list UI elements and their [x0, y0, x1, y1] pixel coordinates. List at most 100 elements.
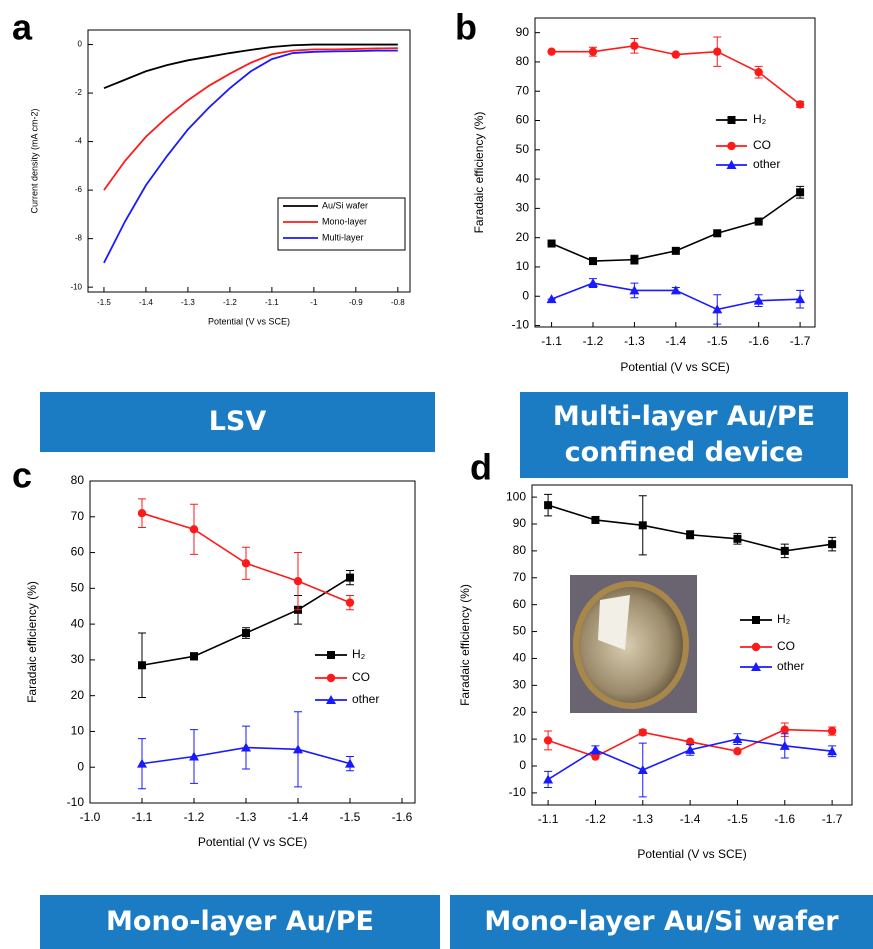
- marker: [732, 734, 743, 744]
- legend-label: H₂: [777, 612, 791, 626]
- y-tick-label: 60: [71, 545, 85, 559]
- y-tick-label: 30: [516, 201, 530, 215]
- legend-marker: [751, 642, 761, 652]
- x-tick-label: -1.6: [748, 334, 769, 348]
- inset-photo: [570, 575, 697, 713]
- y-tick-label: 10: [513, 731, 527, 745]
- marker: [671, 246, 680, 255]
- legend-marker: [327, 651, 335, 659]
- x-tick-label: -1.5: [97, 298, 111, 307]
- x-tick-label: -1.6: [392, 810, 413, 824]
- legend-label: CO: [777, 639, 795, 653]
- x-tick-label: -1.1: [132, 810, 153, 824]
- x-axis-title: Potential (V vs SCE): [637, 847, 746, 861]
- legend-label: other: [753, 157, 780, 171]
- y-tick-label: 10: [516, 259, 530, 273]
- x-tick-label: -1.3: [624, 334, 645, 348]
- y-tick-label: 20: [71, 688, 85, 702]
- x-tick-label: -1.1: [538, 812, 559, 826]
- y-axis-title: Faradaic efficiency (%): [472, 112, 486, 234]
- y-tick-label: -10: [512, 318, 530, 332]
- marker: [630, 255, 639, 264]
- x-tick-label: -1.2: [223, 298, 237, 307]
- x-tick-label: -1.4: [680, 812, 701, 826]
- x-axis-title: Potential (V vs SCE): [198, 835, 307, 849]
- marker: [588, 257, 597, 266]
- marker: [780, 725, 789, 734]
- marker: [590, 744, 601, 754]
- plot-frame: [534, 17, 816, 328]
- marker: [293, 744, 303, 754]
- legend-label: H₂: [753, 112, 767, 126]
- x-tick-label: -1.5: [707, 334, 728, 348]
- marker: [670, 285, 681, 295]
- series-line: [547, 504, 833, 552]
- marker: [637, 765, 648, 775]
- series-line: [103, 49, 398, 264]
- y-tick-label: 0: [519, 758, 526, 772]
- x-tick-label: -0.8: [391, 298, 405, 307]
- plot-frame: [87, 29, 411, 293]
- marker: [190, 652, 198, 661]
- y-tick-label: -10: [509, 785, 527, 799]
- y-tick-label: -4: [75, 137, 83, 146]
- marker: [137, 758, 147, 768]
- marker: [671, 50, 681, 59]
- x-axis-title: Potential (V vs SCE): [208, 316, 290, 326]
- marker: [828, 540, 837, 549]
- y-tick-label: 0: [78, 40, 83, 49]
- marker: [685, 744, 696, 754]
- y-tick-label: 40: [513, 651, 527, 665]
- x-tick-label: -0.9: [349, 298, 363, 307]
- marker: [546, 294, 557, 304]
- marker: [242, 629, 250, 638]
- series-line: [141, 576, 351, 667]
- marker: [591, 515, 600, 524]
- legend-label: Au/Si wafer: [322, 200, 368, 210]
- y-tick-label: 0: [522, 288, 529, 302]
- y-tick-label: 10: [71, 724, 85, 738]
- x-tick-label: -1.5: [340, 810, 361, 824]
- marker: [587, 278, 598, 288]
- y-tick-label: 80: [71, 473, 85, 487]
- marker: [780, 546, 789, 555]
- y-tick-label: -6: [75, 185, 83, 194]
- marker: [138, 661, 146, 670]
- x-tick-label: -1.3: [236, 810, 257, 824]
- y-tick-label: -2: [75, 88, 83, 97]
- y-tick-label: 70: [71, 509, 85, 523]
- marker: [241, 742, 251, 752]
- marker: [346, 573, 354, 582]
- marker: [189, 751, 199, 761]
- marker: [733, 534, 742, 543]
- x-tick-label: -1.3: [181, 298, 195, 307]
- marker: [588, 47, 598, 56]
- marker: [754, 217, 763, 226]
- plot-frame: [531, 484, 853, 806]
- legend-label: H₂: [352, 647, 366, 661]
- x-tick-label: -1.0: [80, 810, 101, 824]
- y-tick-label: 50: [71, 581, 85, 595]
- x-tick-label: -1.1: [265, 298, 279, 307]
- panel-label: c: [12, 455, 32, 496]
- panel-label: d: [470, 447, 492, 488]
- marker: [638, 521, 647, 530]
- x-tick-label: -1.2: [184, 810, 205, 824]
- marker: [733, 747, 742, 756]
- x-axis-title: Potential (V vs SCE): [620, 360, 729, 374]
- marker: [543, 736, 553, 745]
- y-tick-label: 30: [71, 652, 85, 666]
- y-tick-label: 0: [77, 759, 84, 773]
- marker: [591, 752, 600, 761]
- y-tick-label: 20: [513, 704, 527, 718]
- x-tick-label: -1.4: [288, 810, 309, 824]
- marker: [629, 285, 640, 295]
- marker: [712, 304, 723, 314]
- marker: [293, 576, 303, 586]
- y-tick-label: 30: [513, 678, 527, 692]
- y-tick-label: -8: [75, 234, 83, 243]
- y-tick-label: 100: [506, 489, 526, 503]
- y-axis-title: Faradaic efficiency (%): [458, 584, 472, 706]
- marker: [345, 758, 355, 768]
